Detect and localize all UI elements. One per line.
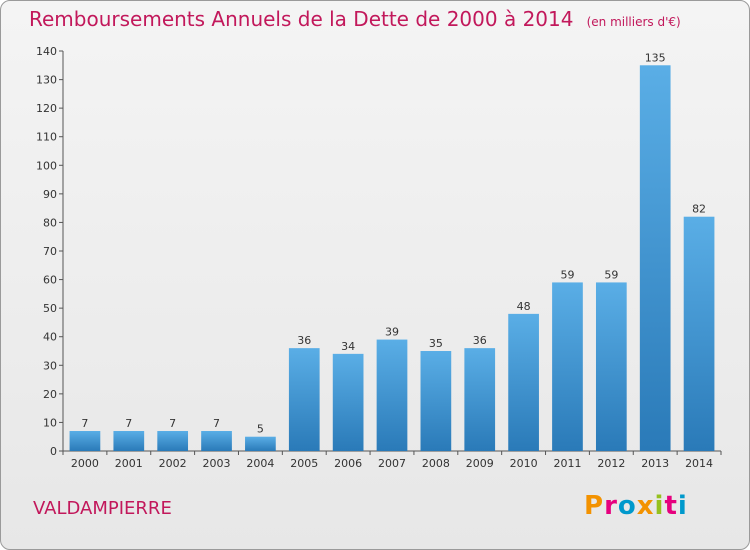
x-tick-label: 2002: [159, 457, 187, 470]
y-tick-label: 80: [43, 216, 57, 229]
proxiti-logo: Proxiti: [584, 491, 688, 521]
y-tick-label: 130: [36, 74, 57, 87]
bar-value-label: 5: [257, 423, 264, 436]
y-tick-label: 10: [43, 416, 57, 429]
chart-title-main: Remboursements Annuels de la Dette de 20…: [29, 7, 574, 31]
bar-value-label: 34: [341, 340, 355, 353]
chart-unit: (en milliers d'€): [586, 15, 681, 29]
x-tick-label: 2007: [378, 457, 406, 470]
bar-value-label: 59: [560, 268, 574, 281]
y-tick-label: 20: [43, 388, 57, 401]
logo-letter: i: [654, 491, 665, 521]
y-tick-label: 90: [43, 188, 57, 201]
x-tick-label: 2014: [685, 457, 713, 470]
x-tick-label: 2000: [71, 457, 99, 470]
bar-2000: [69, 431, 101, 451]
y-tick-label: 0: [50, 445, 57, 458]
bar-value-label: 7: [213, 417, 220, 430]
bar-value-label: 36: [297, 334, 311, 347]
bar-2001: [113, 431, 145, 451]
bar-value-label: 7: [125, 417, 132, 430]
bar-value-label: 82: [692, 203, 706, 216]
bar-value-label: 59: [604, 268, 618, 281]
y-tick-label: 100: [36, 159, 57, 172]
bar-value-label: 48: [517, 300, 531, 313]
x-tick-label: 2003: [203, 457, 231, 470]
logo-letter: P: [584, 491, 605, 521]
y-tick-label: 50: [43, 302, 57, 315]
bar-2013: [639, 65, 671, 452]
x-tick-label: 2005: [290, 457, 318, 470]
bar-value-label: 36: [473, 334, 487, 347]
x-tick-label: 2012: [597, 457, 625, 470]
bar-value-label: 35: [429, 337, 443, 350]
y-tick-label: 110: [36, 131, 57, 144]
bar-2012: [595, 282, 627, 451]
bar-2003: [201, 431, 232, 451]
bar-2010: [508, 313, 539, 451]
logo-letter: o: [617, 491, 637, 521]
x-tick-label: 2009: [466, 457, 494, 470]
bar-2009: [464, 348, 496, 451]
bar-2006: [332, 353, 364, 451]
bar-2007: [376, 339, 408, 451]
logo-letter: t: [664, 491, 678, 521]
bar-value-label: 39: [385, 326, 399, 339]
x-tick-label: 2011: [553, 457, 581, 470]
x-tick-label: 2004: [246, 457, 274, 470]
y-tick-label: 140: [36, 45, 57, 58]
logo-letter: i: [677, 491, 688, 521]
y-tick-label: 60: [43, 274, 57, 287]
x-tick-label: 2006: [334, 457, 362, 470]
logo-letter: x: [636, 491, 655, 521]
bar-2005: [288, 348, 320, 451]
x-tick-label: 2010: [510, 457, 538, 470]
bar-2004: [245, 436, 276, 451]
bar-value-label: 135: [645, 51, 666, 64]
bar-value-label: 7: [81, 417, 88, 430]
bar-value-label: 7: [169, 417, 176, 430]
x-tick-label: 2001: [115, 457, 143, 470]
logo-letter: r: [604, 491, 618, 521]
x-tick-label: 2008: [422, 457, 450, 470]
chart-title: Remboursements Annuels de la Dette de 20…: [29, 7, 681, 31]
commune-name: VALDAMPIERRE: [33, 498, 172, 519]
y-tick-label: 70: [43, 245, 57, 258]
x-tick-label: 2013: [641, 457, 669, 470]
y-tick-label: 120: [36, 102, 57, 115]
y-tick-label: 40: [43, 331, 57, 344]
bar-2008: [420, 351, 452, 451]
bar-2002: [157, 431, 189, 451]
bar-2014: [683, 216, 715, 451]
y-tick-label: 30: [43, 359, 57, 372]
bar-2011: [552, 282, 583, 451]
